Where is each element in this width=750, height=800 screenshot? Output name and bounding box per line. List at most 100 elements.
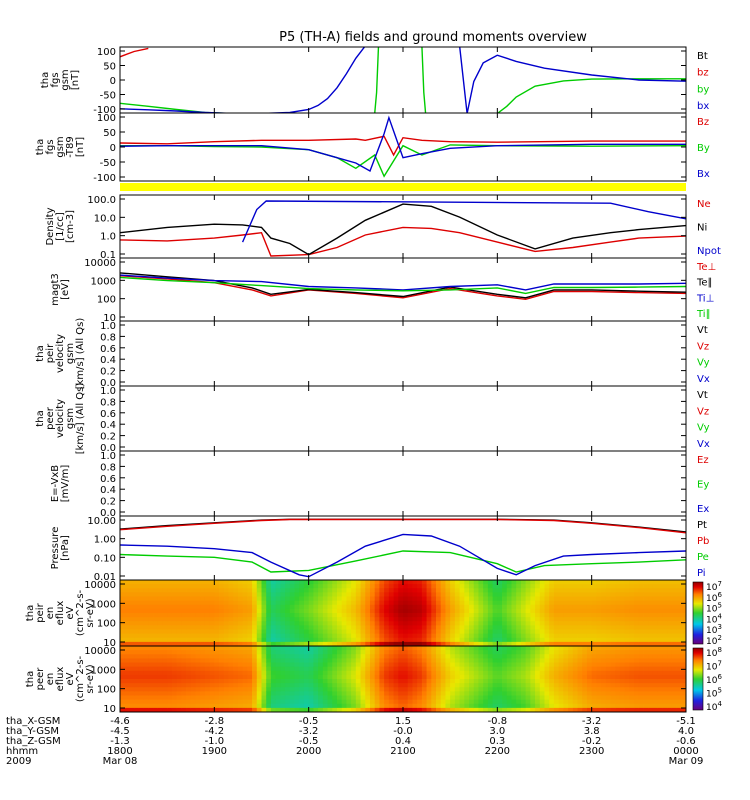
spectrogram-cell [322, 695, 328, 701]
spectrogram-cell [445, 679, 451, 684]
spectrogram-cell [431, 658, 437, 663]
spectrogram-cell [412, 679, 418, 684]
spectrogram-cell [190, 588, 196, 593]
spectrogram-cell [662, 633, 668, 639]
spectrogram-cell [407, 674, 413, 680]
spectrogram-cell [129, 629, 135, 635]
spectrogram-cell [120, 687, 126, 692]
spectrogram-cell [214, 600, 220, 606]
spectrogram-cell [176, 674, 182, 680]
spectrogram-cell [417, 654, 423, 659]
spectrogram-cell [671, 679, 677, 684]
spectrogram-cell [525, 658, 531, 663]
spectrogram-cell [549, 695, 555, 701]
spectrogram-cell [252, 674, 258, 680]
spectrogram-cell [421, 703, 427, 709]
spectrogram-cell [228, 703, 234, 709]
spectrogram-cell [204, 613, 211, 618]
spectrogram-cell [143, 683, 149, 688]
spectrogram-cell [511, 679, 517, 684]
spectrogram-cell [299, 608, 305, 614]
spectrogram-cell [676, 699, 682, 705]
series-line-bz [120, 47, 149, 58]
spectrogram-cell [223, 646, 229, 651]
spectrogram-cell [553, 699, 560, 705]
spectrogram-cell [553, 592, 560, 597]
spectrogram-cell [374, 600, 380, 606]
spectrogram-cell [445, 646, 451, 651]
spectrogram-cell [619, 650, 626, 655]
spectrogram-cell [256, 679, 262, 684]
spectrogram-cell [671, 687, 677, 692]
spectrogram-cell [553, 621, 560, 626]
spectrogram-cell [520, 600, 527, 606]
spectrogram-cell [303, 650, 310, 655]
spectrogram-cell [676, 707, 682, 713]
spectrogram-cell [270, 683, 277, 688]
spectrogram-cell [671, 683, 677, 688]
spectrogram-cell [464, 699, 470, 705]
spectrogram-cell [568, 670, 574, 676]
spectrogram-cell [332, 600, 338, 606]
spectrogram-cell [638, 584, 644, 589]
spectrogram-cell [454, 670, 460, 676]
spectrogram-cell [657, 654, 663, 659]
spectrogram-cell [629, 600, 635, 606]
spectrogram-cell [313, 658, 319, 663]
x-row-value: -1.0 [205, 736, 225, 747]
spectrogram-cell [299, 596, 305, 602]
spectrogram-cell [204, 691, 211, 696]
spectrogram-cell [544, 608, 550, 614]
spectrogram-cell [667, 596, 673, 602]
spectrogram-cell [511, 654, 517, 659]
spectrogram-cell [209, 641, 215, 647]
spectrogram-cell [520, 608, 527, 614]
series-line-Bz [120, 135, 686, 157]
x-row-label: tha_X-GSM [6, 716, 60, 727]
spectrogram-cell [374, 695, 380, 701]
spectrogram-cell [374, 580, 380, 585]
spectrogram-cell [261, 613, 267, 618]
spectrogram-cell [369, 666, 376, 672]
spectrogram-cell [530, 646, 536, 651]
spectrogram-cell [591, 613, 597, 618]
spectrogram-cell [634, 658, 640, 663]
spectrogram-cell [233, 621, 239, 626]
spectrogram-cell [322, 662, 328, 668]
spectrogram-cell [336, 625, 343, 630]
spectrogram-cell [190, 691, 196, 696]
spectrogram-cell [662, 691, 668, 696]
spectrogram-cell [190, 621, 196, 626]
spectrogram-cell [384, 588, 390, 593]
spectrogram-cell [459, 617, 465, 622]
spectrogram-cell [601, 687, 607, 692]
spectrogram-cell [129, 707, 135, 713]
spectrogram-cell [398, 670, 404, 676]
spectrogram-cell [388, 666, 394, 672]
spectrogram-cell [285, 629, 291, 635]
spectrogram-cell [662, 662, 668, 668]
spectrogram-cell [186, 604, 192, 610]
spectrogram-cell [176, 670, 182, 676]
spectrogram-cell [266, 674, 272, 680]
spectrogram-cell [615, 691, 621, 696]
spectrogram-cell [407, 584, 413, 589]
spectrogram-cell [459, 588, 465, 593]
spectrogram-cell [176, 592, 182, 597]
spectrogram-cell [558, 699, 564, 705]
spectrogram-cell [223, 584, 229, 589]
spectrogram-cell [431, 666, 437, 672]
spectrogram-cell [275, 683, 281, 688]
spectrogram-cell [332, 658, 338, 663]
spectrogram-cell [393, 646, 399, 651]
spectrogram-cell [379, 604, 385, 610]
spectrogram-cell [351, 625, 357, 630]
spectrogram-cell [582, 604, 588, 610]
spectrogram-cell [355, 588, 361, 593]
spectrogram-cell [558, 658, 564, 663]
spectrogram-cell [143, 580, 149, 585]
y-axis-label-line: (cm^2-s- [75, 589, 86, 636]
spectrogram-cell [256, 695, 262, 701]
spectrogram-cell [426, 604, 432, 610]
spectrogram-cell [553, 613, 560, 618]
